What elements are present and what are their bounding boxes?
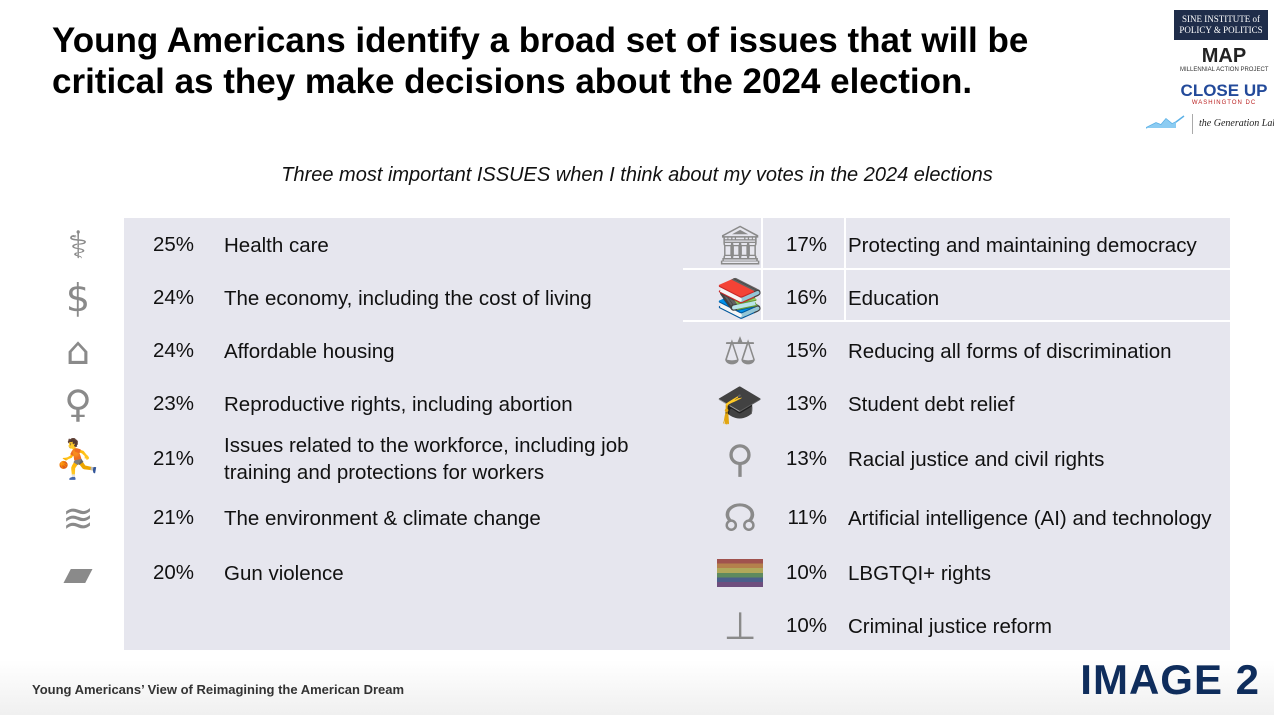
issue-row: 13% Student debt relief: [757, 377, 1269, 431]
issue-percent: 13%: [785, 392, 827, 415]
chart-subtitle: Three most important ISSUES when I think…: [281, 164, 993, 186]
map-logo: MAP MILLENNIAL ACTION PROJECT: [1180, 45, 1268, 74]
graduation-cap-icon: 🎓: [716, 382, 764, 426]
apple-book-icon: 📚: [716, 276, 764, 320]
page-title: Young Americans identify a broad set of …: [52, 21, 1029, 101]
caduceus-icon: ⚕: [67, 223, 89, 267]
issue-row: 25% Health care: [124, 218, 679, 272]
balance-people-icon: ⚲: [726, 437, 754, 481]
scales-icon: ⚖: [722, 329, 758, 373]
issue-label: Student debt relief: [848, 392, 1015, 416]
issue-row: 23% Reproductive rights, including aborti…: [124, 377, 679, 431]
closeup-logo-text: CLOSE UP: [1180, 81, 1268, 100]
female-symbol-icon: ♀: [64, 382, 92, 426]
issue-row: 20% Gun violence: [124, 546, 679, 600]
house-icon: ⌂: [65, 329, 91, 373]
generation-lab-logo: the Generation Lab: [1192, 114, 1274, 134]
issue-percent: 17%: [785, 233, 827, 256]
capitol-icon: 🏛: [715, 223, 765, 267]
issue-label: The environment & climate change: [224, 506, 541, 530]
issue-row: 17% Protecting and maintaining democracy: [757, 218, 1269, 272]
issue-percent: 24%: [152, 286, 194, 309]
gavel-icon: ⊥: [723, 604, 757, 648]
issue-percent: 21%: [152, 506, 194, 529]
issue-row: 15% Reducing all forms of discrimination: [757, 324, 1269, 378]
issue-row: 21% Issues related to the workforce, incl…: [124, 432, 679, 486]
issue-label: Education: [848, 286, 940, 310]
image-badge: IMAGE 2: [1080, 656, 1260, 703]
map-logo-text: MAP: [1201, 45, 1247, 67]
issue-row: 21% The environment & climate change: [124, 491, 679, 545]
map-logo-sub: MILLENNIAL ACTION PROJECT: [1180, 67, 1269, 73]
issue-label: Gun violence: [224, 561, 344, 585]
issue-percent: 25%: [152, 233, 194, 256]
footer-text: Young Americans’ View of Reimagining the…: [32, 682, 405, 697]
sine-institute-logo: SINE INSTITUTE of POLICY & POLITICS: [1174, 10, 1268, 40]
issue-label: Protecting and maintaining democracy: [848, 233, 1197, 257]
issue-percent: 24%: [152, 339, 194, 362]
issue-label: The economy, including the cost of livin…: [224, 286, 592, 310]
issue-label: Racial justice and civil rights: [848, 447, 1105, 471]
issue-percent: 11%: [787, 506, 827, 529]
issue-label: Affordable housing: [224, 339, 395, 363]
waves-icon: ≋: [62, 496, 94, 540]
wallet-icon: $: [65, 276, 91, 320]
issue-label: LBGTQI+ rights: [848, 561, 991, 585]
closeup-logo-sub: WASHINGTON DC: [1191, 100, 1257, 106]
issue-percent: 23%: [152, 392, 194, 415]
brain-circuit-icon: ☊: [723, 496, 757, 540]
issue-row: 24% The economy, including the cost of li…: [124, 271, 679, 325]
issue-row: 10% Criminal justice reform: [757, 599, 1269, 653]
issue-row: 13% Racial justice and civil rights: [757, 432, 1269, 486]
issue-label: Criminal justice reform: [848, 614, 1052, 638]
issue-label: Reproductive rights, including abortion: [224, 392, 573, 416]
issue-percent: 13%: [785, 447, 827, 470]
issue-percent: 15%: [785, 339, 827, 362]
issue-percent: 20%: [152, 561, 194, 584]
issue-label: Issues related to the workforce, includi…: [224, 434, 629, 484]
issue-label: Reducing all forms of discrimination: [848, 339, 1172, 363]
issue-label: Health care: [224, 233, 329, 257]
closeup-logo: CLOSE UP WASHINGTON DC: [1180, 82, 1268, 107]
issue-percent: 10%: [785, 614, 827, 637]
right-grid-lines: [683, 218, 1230, 322]
issue-label: Artificial intelligence (AI) and technol…: [848, 506, 1212, 530]
issue-row: 10% LBGTQI+ rights: [757, 546, 1269, 600]
issue-percent: 21%: [152, 447, 194, 470]
issue-row: 16% Education: [757, 271, 1269, 325]
issue-percent: 10%: [785, 561, 827, 584]
issue-row: 24% Affordable housing: [124, 324, 679, 378]
issue-percent: 16%: [785, 286, 827, 309]
gun-icon: ▰: [63, 551, 93, 595]
rainbow-flag-icon: [710, 551, 770, 595]
issues-panel: [124, 218, 1230, 650]
mountain-icon: [1146, 115, 1185, 129]
footer-bar: [0, 660, 1274, 715]
issue-row: 11% Artificial intelligence (AI) and tech…: [757, 491, 1269, 545]
worker-climbing-icon: ⛹: [54, 437, 102, 481]
